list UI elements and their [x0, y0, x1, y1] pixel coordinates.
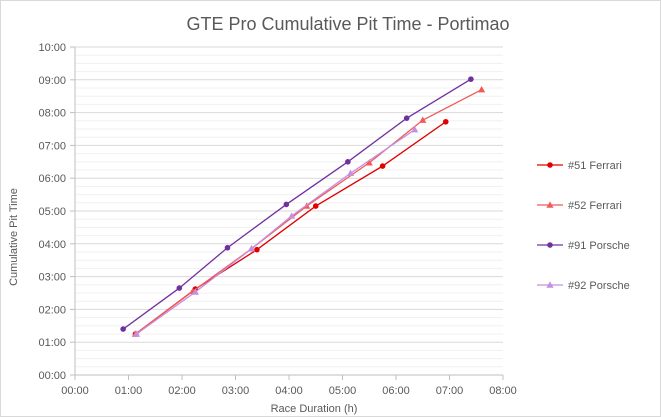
x-tick-label: 00:00 [61, 385, 89, 397]
legend-item-52-ferrari: #52 Ferrari [537, 200, 622, 212]
y-tick-label: 05:00 [38, 206, 66, 218]
legend-label: #51 Ferrari [568, 160, 622, 172]
data-point [419, 116, 427, 123]
legend-label: #52 Ferrari [568, 200, 622, 212]
legend-label: #92 Porsche [568, 280, 630, 292]
y-tick-label: 02:00 [38, 304, 66, 316]
y-tick-label: 09:00 [38, 75, 66, 87]
data-point [288, 212, 296, 219]
chart-title: GTE Pro Cumulative Pit Time - Portimao [186, 14, 509, 34]
y-tick-label: 06:00 [38, 173, 66, 185]
legend-label: #91 Porsche [568, 240, 630, 252]
gridlines [75, 46, 503, 368]
data-point [365, 159, 373, 166]
legend-item-92-porsche: #92 Porsche [537, 280, 630, 292]
data-point [191, 288, 199, 295]
y-tick-label: 01:00 [38, 337, 66, 349]
y-tick-label: 08:00 [38, 108, 66, 120]
x-tick-label: 05:00 [329, 385, 357, 397]
legend-marker [546, 281, 554, 288]
legend-marker [546, 201, 554, 208]
data-point [379, 163, 386, 169]
data-point [403, 115, 410, 121]
data-point [120, 326, 126, 332]
x-tick-label: 02:00 [168, 385, 196, 397]
x-axis-ticks: 00:00 01:00 02:00 03:00 04:00 05:00 06:00 07:00… [61, 375, 517, 397]
data-point [224, 244, 231, 251]
series-group [120, 76, 486, 337]
series-92-porsche [132, 126, 419, 337]
y-axis-ticks: 00:00 01:00 02:00 03:00 04:00 05:00 06:00 07:00… [38, 42, 75, 382]
data-point [478, 86, 486, 93]
data-point [442, 118, 449, 125]
legend-marker [547, 242, 553, 248]
x-tick-label: 06:00 [382, 385, 410, 397]
y-tick-label: 10:00 [38, 42, 66, 54]
series-line [122, 78, 472, 330]
x-tick-label: 08:00 [489, 385, 517, 397]
y-axis-title: Cumulative Pit Time [8, 188, 20, 286]
data-point [345, 159, 351, 165]
data-point [468, 76, 474, 82]
data-point [411, 126, 419, 133]
data-point [312, 203, 319, 209]
data-point [176, 285, 183, 291]
x-tick-label: 07:00 [436, 385, 464, 397]
y-tick-label: 04:00 [38, 239, 66, 251]
series-line [136, 129, 416, 335]
x-axis-title: Race Duration (h) [271, 403, 358, 415]
legend: #51 Ferrari #52 Ferrari #91 Porsche #92 Por… [537, 160, 630, 292]
y-tick-label: 00:00 [38, 370, 66, 382]
data-point [283, 201, 290, 208]
legend-marker [547, 162, 553, 168]
y-tick-label: 03:00 [38, 272, 66, 284]
data-point [132, 330, 141, 337]
data-point [346, 169, 355, 176]
x-tick-label: 03:00 [222, 385, 250, 397]
x-tick-label: 04:00 [275, 385, 303, 397]
y-tick-label: 07:00 [38, 140, 66, 152]
series-91-porsche [120, 76, 474, 332]
data-point [247, 245, 256, 252]
data-point [254, 246, 260, 253]
x-tick-label: 01:00 [115, 385, 143, 397]
legend-item-51-ferrari: #51 Ferrari [537, 160, 622, 172]
legend-item-91-porsche: #91 Porsche [537, 240, 630, 252]
